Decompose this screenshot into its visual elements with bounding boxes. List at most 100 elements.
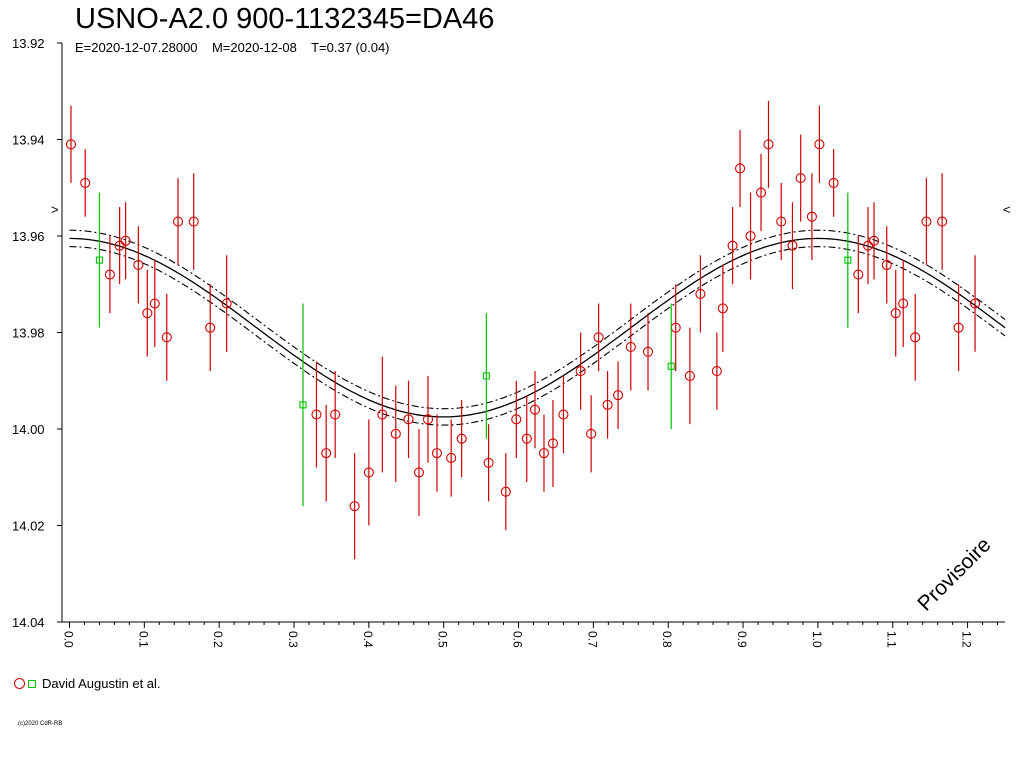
data-point-circle [613,390,624,401]
data-point-circle [483,457,494,468]
x-tick-label: 0.2 [211,631,225,648]
fit-lower-band [69,246,1006,426]
x-tick-label: 1.0 [810,631,824,648]
legend-label: David Augustin et al. [42,676,161,691]
data-point-circle [575,366,586,377]
data-point-circle [363,467,374,478]
data-point-circle [602,399,613,410]
data-point-circle [221,298,232,309]
data-point-circle [142,308,153,319]
data-point-circle [422,414,434,425]
data-point-circle [776,216,787,227]
data-point-circle [446,452,457,464]
y-tick-label: 13.98 [12,326,45,341]
x-tick-label: 1.1 [885,631,899,648]
data-point-circle [711,366,722,377]
legend-circle-icon [14,678,25,689]
data-point-circle [910,332,921,343]
data-point-circle [547,438,559,449]
data-point-circle [828,177,839,188]
data-point-circle [500,486,511,497]
chart-axes: 13.92 13.94 13.96 13.98 14.00 14.02 14.04 0.0 0.… [12,36,1005,648]
data-point-circle [403,414,414,425]
x-tick-label: 1.2 [960,631,974,648]
data-point-circle [921,216,932,227]
data-point-circle [321,448,332,459]
x-tick-label: 0.5 [436,631,450,648]
data-point-circle [763,139,774,150]
data-point-circle [349,501,360,512]
x-tick-label: 0.9 [735,631,749,648]
data-point-circle [953,322,964,333]
x-tick-label: 0.3 [286,631,300,648]
provisional-watermark: Provisoire [913,533,995,615]
data-point-circle [65,139,77,150]
data-point-circle [586,428,597,439]
data-point-square [482,372,490,380]
x-tick-label: 0.8 [660,631,674,648]
y-tick-label: 14.02 [12,519,45,534]
data-point-circle [311,409,322,420]
copyright-note: (c)2020 CdR-RB [18,721,63,727]
data-point-circle [717,303,728,314]
data-marks [65,100,981,560]
data-point-square [667,362,675,370]
x-tick-label: 0.0 [61,631,75,648]
x-tick-label: 0.6 [511,631,525,648]
data-point-circle [558,409,569,420]
x-tick-label: 0.4 [361,631,375,648]
data-point-circle [593,332,604,343]
chart-subtitle: E=2020-12-07.28000 M=2020-12-08 T=0.37 (… [75,40,390,55]
data-point-square [844,256,852,264]
data-point-circle [521,433,532,444]
data-point-circle [881,259,892,271]
data-point-circle [377,409,388,420]
data-point-circle [330,409,341,420]
data-point-circle [970,298,981,309]
data-point-circle [890,308,901,319]
y-tick-label: 13.96 [12,229,45,244]
data-point-circle [755,187,767,198]
data-point-circle [642,346,654,357]
right-edge-marker: < [1003,202,1011,217]
data-point-circle [149,298,160,309]
fit-line [69,237,1006,418]
data-point-circle [538,448,550,459]
data-point-circle [390,428,401,439]
data-point-circle [853,269,864,280]
data-point-circle [814,139,825,150]
data-point-circle [684,370,695,381]
data-point-circle [188,216,199,227]
y-tick-label: 13.94 [12,133,45,148]
data-point-circle [745,230,756,242]
data-point-circle [795,173,806,184]
data-point-circle [456,433,467,444]
data-point-circle [937,216,948,227]
data-point-circle [898,298,909,309]
data-point-circle [868,235,880,246]
data-point-circle [413,467,425,478]
data-point-circle [735,163,746,174]
y-tick-label: 14.04 [12,615,45,630]
data-point-circle [120,235,131,246]
data-point-circle [80,177,91,188]
data-point-square [299,401,307,409]
data-point-circle [104,269,115,280]
chart-title: USNO-A2.0 900-1132345=DA46 [75,3,495,35]
data-point-circle [625,341,636,353]
data-point-circle [205,322,216,333]
data-point-circle [133,259,144,271]
fit-upper-band [69,229,1006,410]
data-point-circle [727,240,738,251]
data-point-circle [787,240,798,251]
legend-square-icon [28,679,36,688]
data-point-circle [511,414,522,425]
x-tick-label: 0.1 [136,631,150,648]
y-tick-label: 14.00 [12,422,45,437]
data-point-circle [172,216,184,227]
x-tick-label: 0.7 [585,631,599,648]
data-point-circle [529,404,541,415]
left-edge-marker: > [51,202,59,217]
data-point-circle [806,211,817,222]
